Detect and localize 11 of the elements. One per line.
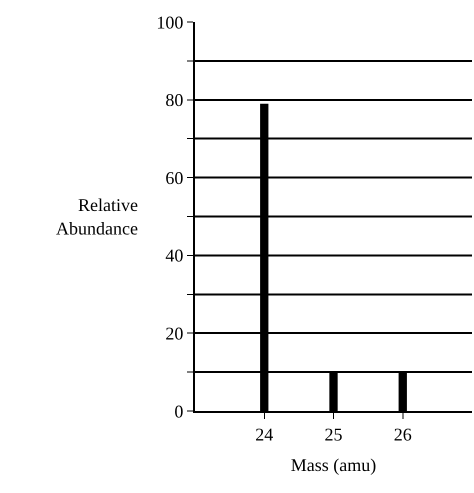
x-axis-title: Mass (amu) — [290, 455, 376, 476]
y-tick-label: 0 — [174, 401, 184, 422]
y-tick-label: 40 — [165, 246, 184, 266]
y-tick-label: 80 — [165, 90, 184, 110]
y-tick-label: 60 — [165, 168, 184, 188]
x-tick-label: 25 — [324, 424, 342, 445]
x-tick-label: 24 — [255, 424, 274, 445]
y-axis-title: Relative Abundance — [56, 195, 138, 238]
x-tick-label: 26 — [394, 424, 412, 445]
y-tick-label: 20 — [165, 324, 184, 344]
y-tick-label: 100 — [156, 12, 184, 32]
